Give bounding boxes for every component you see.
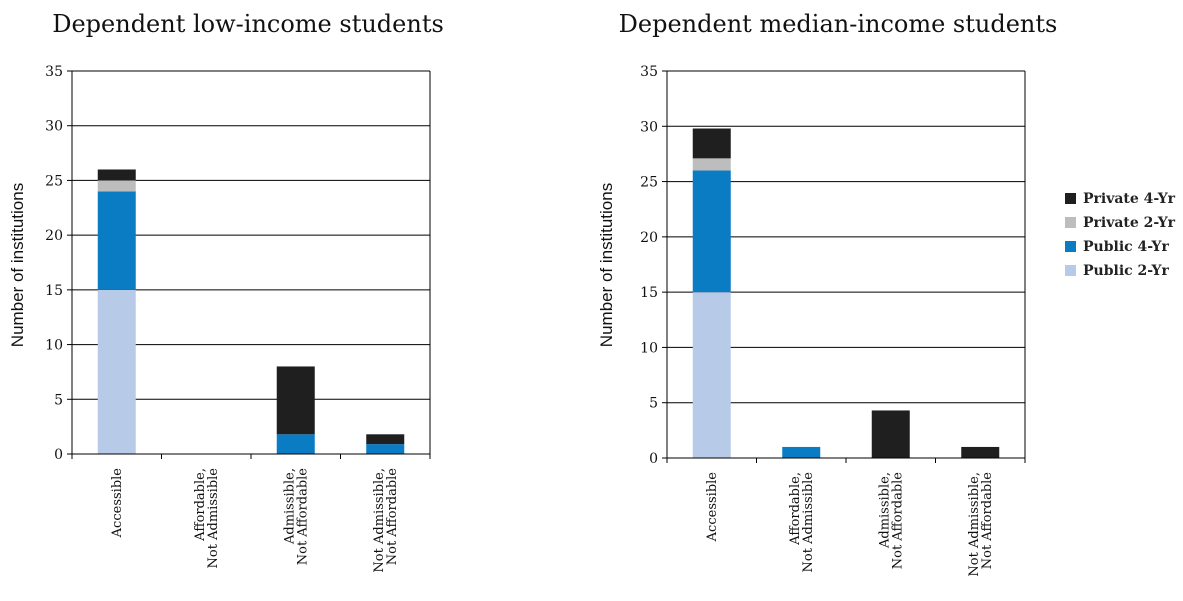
y-tick-label: 5 [54,392,63,408]
bar-segment-private-2-yr [692,158,731,171]
y-tick-label: 15 [45,283,63,299]
legend-label: Private 4-Yr [1083,191,1176,207]
legend-swatch [1065,193,1076,204]
bar-segment-public-2-yr [692,292,731,458]
y-tick-label: 0 [54,447,63,463]
legend-label: Private 2-Yr [1083,215,1176,231]
legend-swatch [1065,241,1076,252]
bar-segment-public-4-yr [97,191,136,290]
legend-swatch [1065,217,1076,228]
x-category-label: Admissible,Not Affordable [282,468,310,566]
bar-segment-private-4-yr [692,128,731,159]
bar-segment-private-4-yr [97,169,136,181]
bar-segment-private-2-yr [97,180,136,192]
bar-segment-public-4-yr [366,444,405,454]
y-tick-label: 10 [45,338,63,354]
x-category-label: Accessible [110,468,125,539]
chart-title: Dependent low-income students [52,10,444,38]
y-tick-label: 25 [45,173,63,189]
legend-label: Public 4-Yr [1083,239,1170,255]
y-tick-label: 5 [649,396,658,412]
y-tick-label: 30 [45,119,63,135]
bar-segment-private-4-yr [366,434,405,445]
bar-segment-public-2-yr [97,289,136,454]
legend: Private 4-Yr Private 2-Yr Public 4-Yr Publi… [1065,191,1176,279]
x-category-label: Not Admissible,Not Affordable [372,468,400,573]
y-tick-label: 20 [640,230,658,246]
y-tick-label: 30 [640,119,658,135]
bar-segment-public-4-yr [276,434,315,454]
y-tick-label: 35 [45,64,63,80]
y-axis-label: Number of institutions [8,183,27,347]
x-category-label: Affordable,Not Admissible [193,468,221,569]
bar-segment-private-4-yr [871,410,910,458]
bar-segment-public-4-yr [692,170,731,293]
y-tick-label: 0 [649,451,658,467]
x-category-label: Not Admissible,Not Affordable [967,472,995,577]
bar-segment-private-4-yr [276,366,315,435]
y-tick-label: 35 [640,64,658,80]
y-tick-label: 15 [640,285,658,301]
chart-median-income: Dependent median-income students Number … [597,10,1057,577]
y-tick-label: 20 [45,228,63,244]
y-tick-label: 10 [640,340,658,356]
chart-title: Dependent median-income students [619,10,1058,38]
x-category-label: Accessible [705,472,720,543]
x-category-label: Admissible,Not Affordable [877,472,905,570]
chart-low-income: Dependent low-income students Number of … [8,10,444,573]
bar-segment-private-4-yr [961,446,1000,458]
y-axis-label: Number of institutions [597,183,616,347]
legend-swatch [1065,265,1076,276]
y-tick-label: 25 [640,175,658,191]
legend-label: Public 2-Yr [1083,263,1170,279]
x-category-label: Affordable,Not Admissible [788,472,816,573]
bar-segment-public-4-yr [782,446,821,458]
